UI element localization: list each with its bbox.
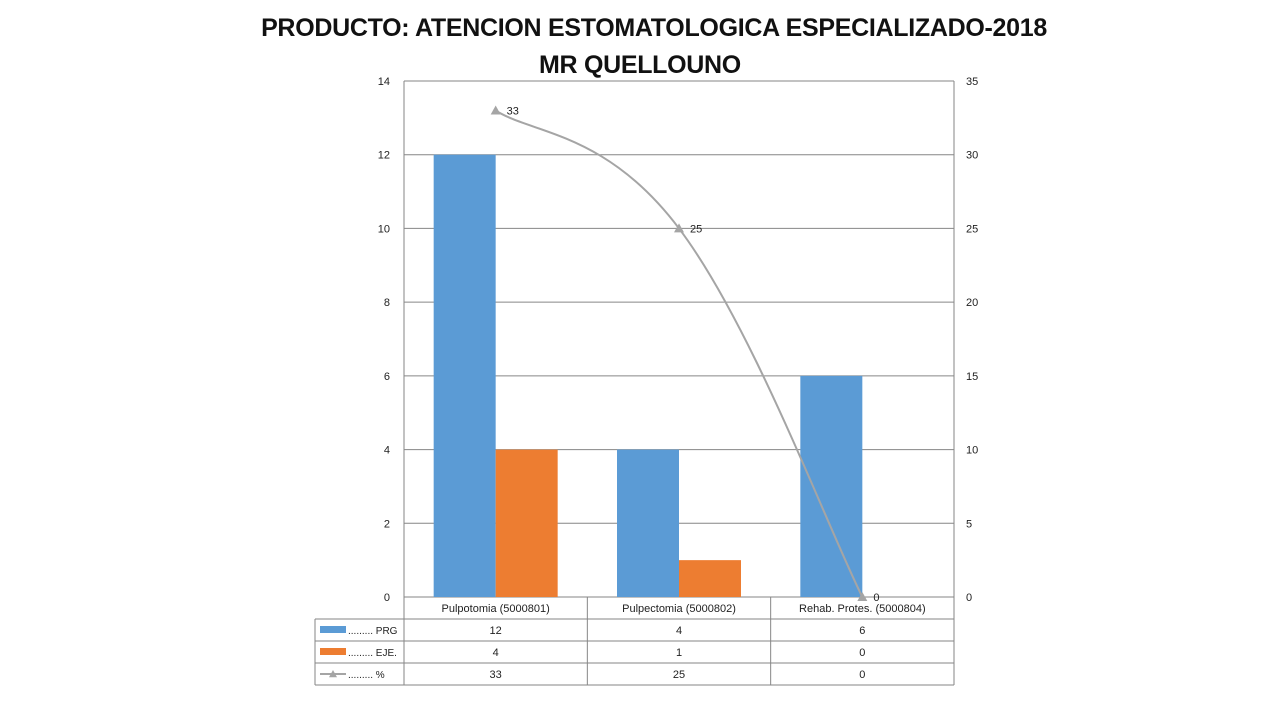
percent-data-label: 33	[507, 105, 519, 117]
left-tick-label: 6	[384, 371, 390, 383]
legend-row-label: ......... PRG	[348, 626, 398, 637]
left-tick-label: 12	[378, 150, 390, 162]
left-tick-label: 14	[378, 76, 390, 88]
category-label: Rehab. Protes. (5000804)	[799, 603, 926, 615]
table-value: 33	[490, 669, 502, 681]
right-tick-label: 15	[966, 371, 978, 383]
triangle-marker	[490, 105, 501, 115]
right-tick-label: 20	[966, 297, 978, 309]
bar	[495, 449, 558, 597]
left-axis: 0 2 4 6 8 10 12 14	[378, 76, 390, 604]
right-axis: 0 5 10 15 20 25 30 35	[966, 76, 978, 604]
triangle-marker	[674, 223, 684, 233]
bar	[800, 375, 863, 597]
table-value: 6	[859, 625, 865, 637]
legend-key-bar	[320, 626, 346, 633]
table-value: 4	[493, 647, 499, 659]
right-tick-label: 0	[966, 592, 972, 604]
chart-title-line-1: PRODUCTO: ATENCION ESTOMATOLOGICA ESPECI…	[261, 14, 1047, 42]
right-tick-label: 5	[966, 518, 972, 530]
category-label: Pulpectomia (5000802)	[622, 603, 736, 615]
bar	[679, 560, 741, 597]
table-value: 4	[676, 625, 682, 637]
right-tick-label: 35	[966, 76, 978, 88]
data-table: Pulpotomia (5000801) Pulpectomia (5000802…	[314, 597, 955, 686]
bars	[433, 154, 863, 597]
triangle-marker	[857, 592, 868, 601]
right-tick-label: 25	[966, 223, 978, 235]
right-tick-label: 30	[966, 150, 978, 162]
bar	[617, 449, 679, 597]
category-label: Pulpotomia (5000801)	[442, 603, 550, 615]
legend-key-bar	[320, 648, 346, 655]
left-tick-label: 0	[384, 592, 390, 604]
left-tick-label: 2	[384, 518, 390, 530]
percent-data-label: 25	[690, 223, 702, 235]
table-value: 0	[859, 669, 865, 681]
left-tick-label: 4	[384, 445, 390, 457]
table-value: 25	[673, 669, 685, 681]
legend-row-label: ......... EJE.	[348, 648, 397, 659]
table-value: 1	[676, 647, 682, 659]
bar	[433, 154, 496, 597]
left-tick-label: 10	[378, 223, 390, 235]
percent-data-label: 0	[873, 592, 879, 604]
percent-line: 33 25 0	[490, 105, 879, 604]
plot-frame	[403, 81, 955, 597]
percent-line-path	[495, 109, 864, 598]
left-tick-label: 8	[384, 297, 390, 309]
chart-title-line-2: MR QUELLOUNO	[539, 51, 741, 79]
legend-key-marker	[329, 670, 337, 678]
legend-row-label: ......... %	[348, 670, 385, 681]
right-tick-label: 10	[966, 445, 978, 457]
table-value: 0	[859, 647, 865, 659]
table-value: 12	[490, 625, 502, 637]
